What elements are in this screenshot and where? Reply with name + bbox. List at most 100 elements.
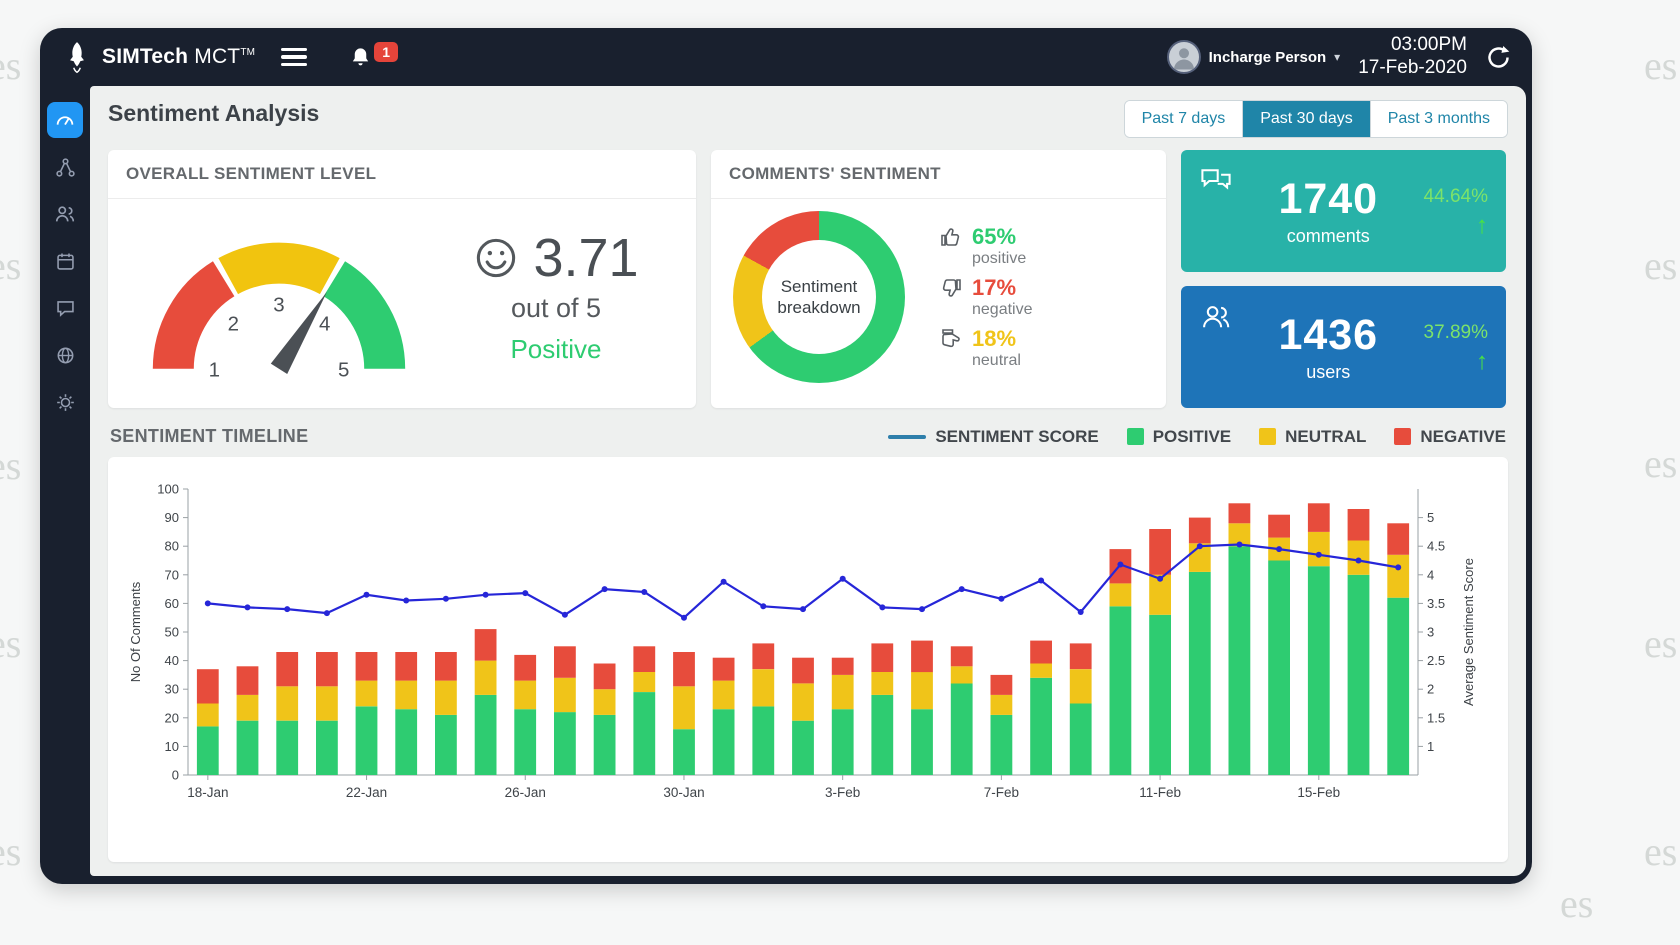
sentiment-donut-chart: Sentiment breakdown [733,211,905,383]
svg-text:30: 30 [165,682,179,697]
up-arrow-icon: ↑ [1476,348,1488,376]
up-arrow-icon: ↑ [1476,212,1488,240]
score-out-of: out of 5 [510,293,602,323]
svg-text:18-Jan: 18-Jan [187,785,228,800]
time: 03:00PM [1390,34,1467,56]
app-window: SIMTech MCTTM 1 Incharge Person [40,28,1532,884]
legend-label: SENTIMENT SCORE [935,426,1099,446]
svg-text:No Of Comments: No Of Comments [128,581,143,682]
svg-text:Average Sentiment Score: Average Sentiment Score [1461,558,1476,706]
sentiment-timeline-chart: 0 10 20 30 40 50 60 70 80 90 100 1 1.5 2 2.5 3 3.5 4 4.5 5 1… [128,482,1476,801]
watermark: es [0,243,22,288]
neutral-stat: 18% neutral [939,326,1033,370]
comments-count: 1740 [1278,175,1379,223]
svg-text:1: 1 [1427,739,1434,754]
logo-rocket-icon [70,42,84,74]
range-past-30-days[interactable]: Past 30 days [1242,101,1370,137]
svg-text:2: 2 [1427,682,1434,697]
calendar-icon [56,252,74,270]
donut-center-line1: Sentiment [780,276,858,296]
svg-text:40: 40 [165,653,179,668]
overall-card-title: OVERALL SENTIMENT LEVEL [108,150,696,199]
svg-text:5: 5 [1427,510,1434,525]
person-icon [1173,48,1194,70]
thumbs-down-icon [939,276,963,300]
stat-cards-column: 1740 comments 44.64% ↑ [1181,150,1506,408]
watermark: es [0,443,22,488]
sentiment-score-block: 3.71 out of 5 Positive [436,227,676,365]
refresh-button[interactable] [1485,44,1512,71]
sidebar-item-calendar[interactable] [47,243,83,279]
watermark: es [1644,43,1678,88]
main-content: Sentiment Analysis Past 7 days Past 30 d… [90,86,1526,876]
users-icon [55,206,75,222]
svg-text:4: 4 [319,313,330,336]
users-delta: 37.89% [1423,322,1488,344]
negative-stat: 17% negative [939,275,1033,319]
negative-swatch [1394,428,1412,445]
chart-legend: SENTIMENT SCORE POSITIVE NEUTRAL NEGATIV… [888,427,1506,447]
sidebar-item-users[interactable] [47,196,83,232]
sidebar-item-dashboard[interactable] [47,102,83,138]
negative-label: negative [972,301,1033,318]
globe-icon [57,347,73,363]
positive-value: 65% [972,224,1017,249]
svg-text:7-Feb: 7-Feb [984,785,1019,800]
svg-text:22-Jan: 22-Jan [346,785,387,800]
dashboard-icon [56,116,74,126]
svg-text:70: 70 [165,567,179,582]
clock: 03:00PM 17-Feb-2020 [1358,34,1467,80]
brand-bold: SIMTech [102,45,189,68]
svg-text:2.5: 2.5 [1427,653,1445,668]
users-count-icon [1199,302,1233,332]
svg-text:11-Feb: 11-Feb [1139,785,1181,800]
app-body: Sentiment Analysis Past 7 days Past 30 d… [40,86,1532,884]
chat-bubble-icon [56,300,74,317]
watermark: es [1644,243,1678,288]
negative-value: 17% [972,275,1017,300]
legend-positive: POSITIVE [1126,427,1231,447]
menu-hamburger-icon[interactable] [281,44,308,71]
watermark: es [0,621,22,666]
thumbs-up-icon [939,225,963,249]
svg-text:80: 80 [165,539,179,554]
smiley-icon [477,238,516,278]
notifications-button[interactable]: 1 [349,41,398,69]
svg-text:50: 50 [165,625,179,640]
donut-center-line2: breakdown [777,298,861,317]
sidebar-item-globe[interactable] [47,337,83,373]
watermark: es [0,43,22,88]
avatar [1166,40,1201,74]
watermark: es [1644,829,1678,874]
timeline-header: SENTIMENT TIMELINE SENTIMENT SCORE POSIT… [110,426,1506,447]
positive-stat: 65% positive [939,224,1033,268]
legend-neutral: NEUTRAL [1259,427,1366,447]
sidebar-item-settings[interactable] [47,384,83,420]
user-name: Incharge Person [1208,48,1327,66]
workflow-nodes-icon [55,157,75,177]
watermark: es [1644,441,1678,486]
positive-swatch [1126,428,1144,445]
comments-sentiment-card: COMMENTS' SENTIMENT Sentiment breakdown [711,150,1166,408]
line-swatch [888,434,927,439]
range-past-7-days[interactable]: Past 7 days [1124,101,1243,137]
caret-down-icon: ▾ [1334,50,1341,64]
sidebar-item-workflow[interactable] [47,149,83,185]
user-menu[interactable]: Incharge Person ▾ [1166,40,1341,74]
comments-count-label: comments [1286,226,1370,246]
legend-label: NEUTRAL [1285,426,1367,446]
pointing-hand-icon [939,327,963,351]
neutral-swatch [1259,428,1277,445]
watermark: es [1560,881,1594,926]
neutral-value: 18% [972,326,1017,351]
watermark: es [0,829,22,874]
svg-text:20: 20 [165,710,179,725]
timeline-chart-card: 0 10 20 30 40 50 60 70 80 90 100 1 1.5 2 2.5 3 3.5 4 4.5 5 1… [108,457,1508,862]
comments-delta: 44.64% [1423,186,1488,208]
positive-label: positive [972,250,1027,267]
range-past-3-months[interactable]: Past 3 months [1369,101,1507,137]
sidebar-item-comments[interactable] [47,290,83,326]
brand-light: MCT [194,45,241,68]
